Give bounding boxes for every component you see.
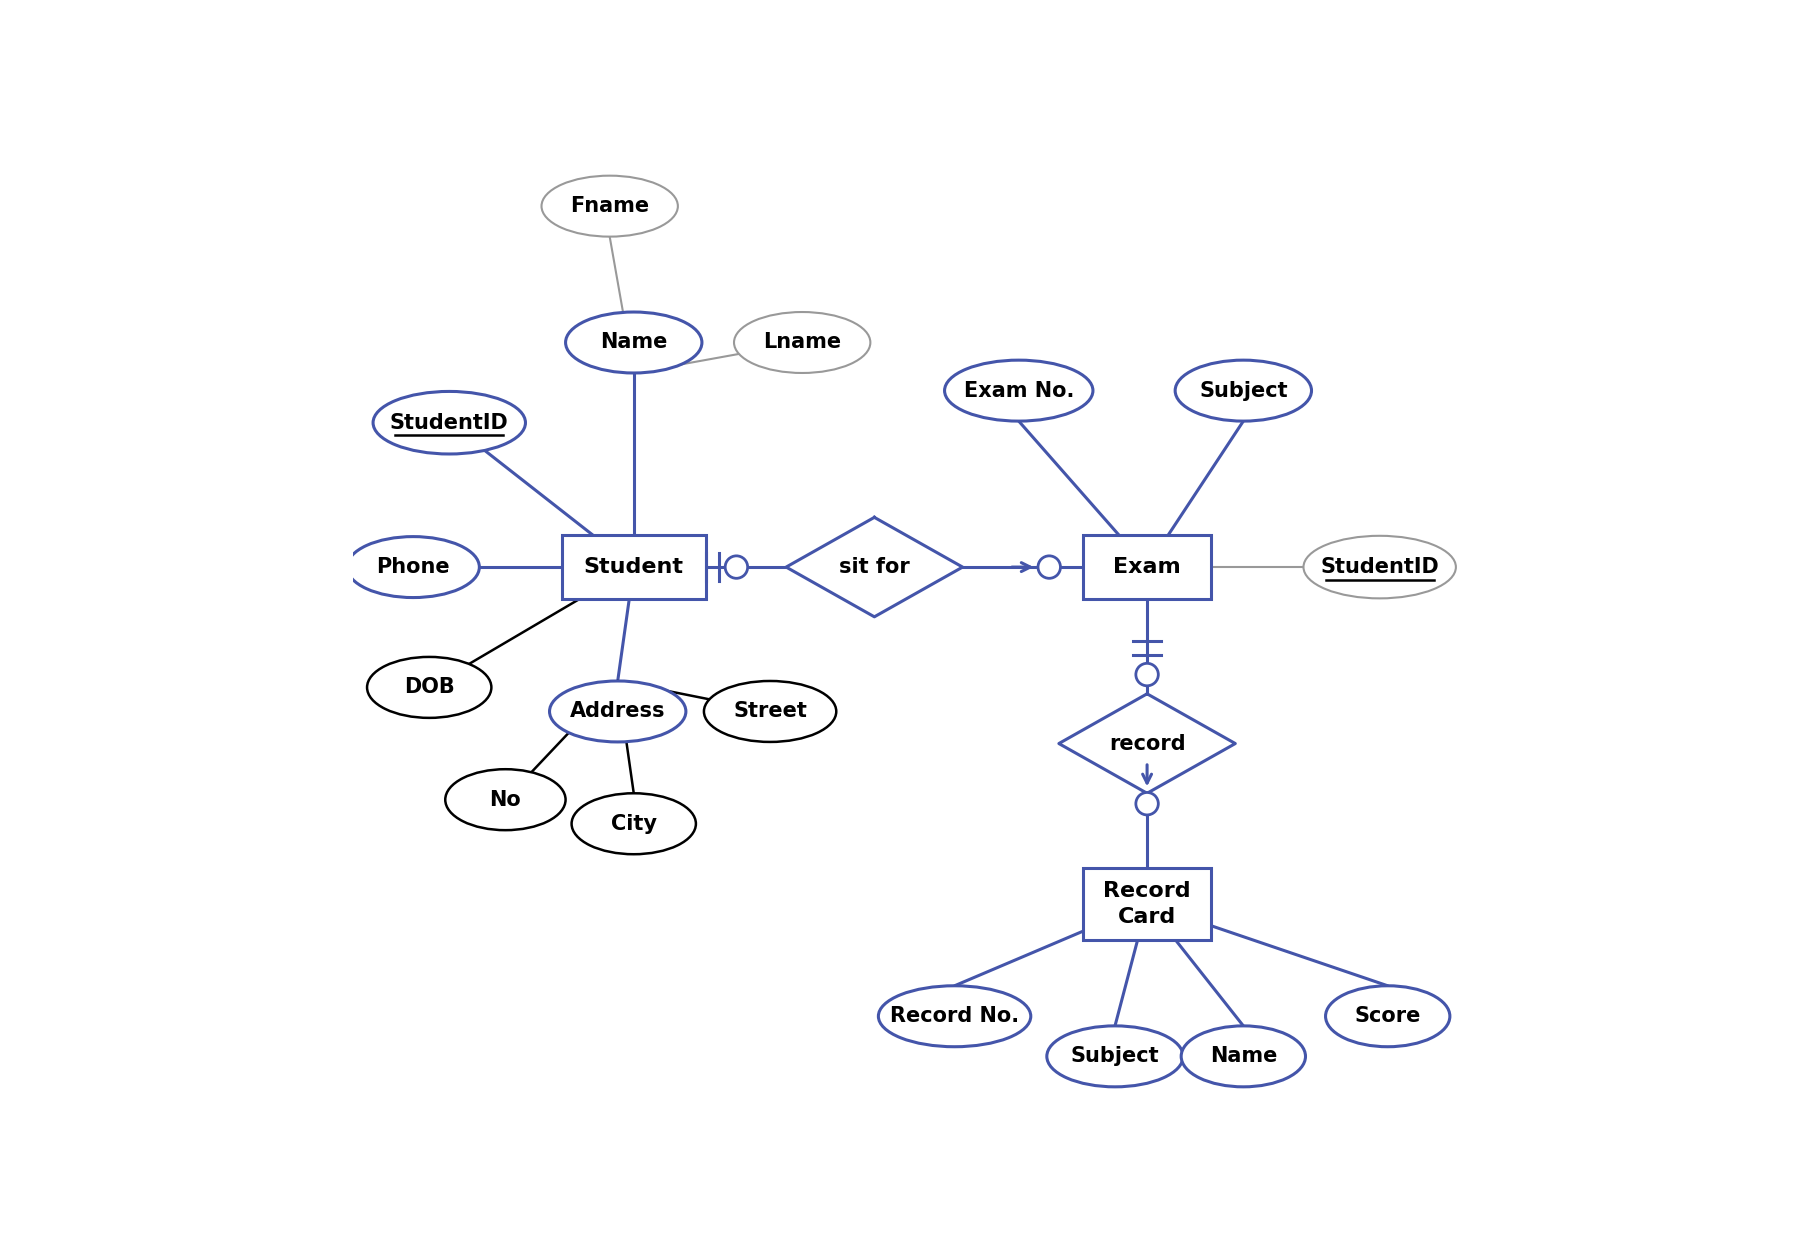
Text: Street: Street — [733, 701, 806, 721]
Bar — [1084, 867, 1211, 940]
Text: Lname: Lname — [763, 332, 841, 352]
Text: Record
Card: Record Card — [1103, 881, 1192, 928]
Polygon shape — [1058, 694, 1235, 794]
Ellipse shape — [542, 176, 679, 236]
Ellipse shape — [445, 769, 565, 830]
Ellipse shape — [704, 681, 837, 742]
Circle shape — [1136, 664, 1159, 686]
Text: sit for: sit for — [839, 558, 909, 578]
Text: City: City — [610, 814, 657, 834]
Ellipse shape — [373, 391, 526, 454]
Ellipse shape — [734, 312, 871, 372]
Ellipse shape — [367, 658, 491, 717]
Ellipse shape — [1048, 1026, 1183, 1086]
Ellipse shape — [1181, 1026, 1305, 1086]
Text: No: No — [490, 790, 522, 810]
Ellipse shape — [572, 794, 697, 854]
Bar — [562, 535, 706, 599]
Circle shape — [725, 556, 747, 579]
Text: Name: Name — [1210, 1046, 1276, 1066]
Circle shape — [1039, 556, 1060, 579]
Text: record: record — [1109, 734, 1186, 754]
Text: Record No.: Record No. — [889, 1006, 1019, 1026]
Circle shape — [1136, 792, 1159, 815]
Ellipse shape — [347, 536, 479, 598]
Text: Fname: Fname — [571, 196, 650, 216]
Text: Score: Score — [1355, 1006, 1420, 1026]
Ellipse shape — [945, 360, 1093, 421]
Text: Name: Name — [599, 332, 668, 352]
Text: Address: Address — [571, 701, 666, 721]
Ellipse shape — [565, 312, 702, 372]
Ellipse shape — [1303, 536, 1456, 599]
Text: StudentID: StudentID — [391, 412, 509, 432]
Text: Exam No.: Exam No. — [963, 381, 1075, 400]
Ellipse shape — [878, 986, 1031, 1046]
Polygon shape — [787, 518, 963, 616]
Text: Subject: Subject — [1199, 381, 1287, 400]
Ellipse shape — [1175, 360, 1312, 421]
Text: DOB: DOB — [403, 678, 455, 698]
Text: Exam: Exam — [1112, 558, 1181, 578]
Text: Subject: Subject — [1071, 1046, 1159, 1066]
Text: Student: Student — [583, 558, 684, 578]
Bar — [1084, 535, 1211, 599]
Ellipse shape — [549, 681, 686, 742]
Ellipse shape — [1325, 986, 1449, 1046]
Text: StudentID: StudentID — [1321, 558, 1438, 578]
Text: Phone: Phone — [376, 558, 450, 578]
